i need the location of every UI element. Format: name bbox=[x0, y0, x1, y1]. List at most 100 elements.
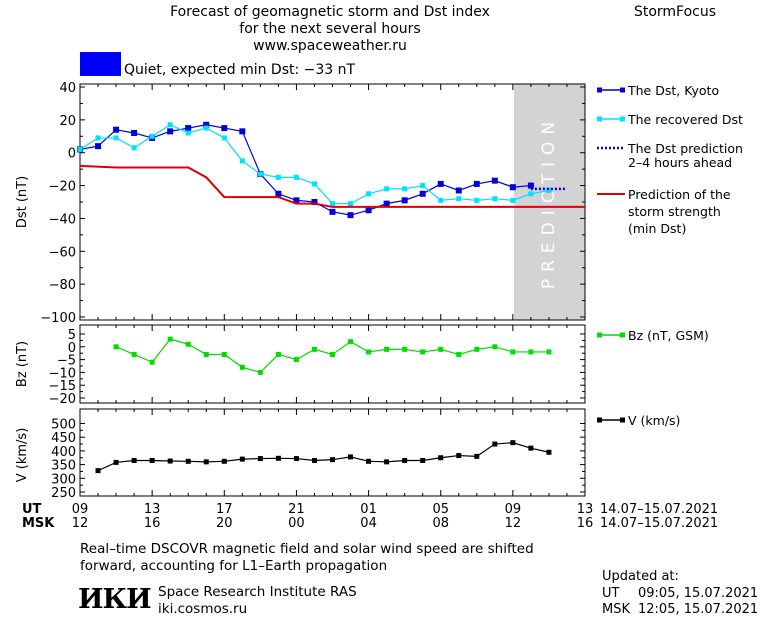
data-point-bz-nt-gsm bbox=[528, 349, 534, 355]
data-point-the-dst-kyoto bbox=[275, 190, 282, 197]
data-point-the-recovered-dst bbox=[456, 196, 462, 202]
legend-dst-recovered-glyph bbox=[597, 116, 625, 122]
y-tick-label: 350 bbox=[51, 459, 76, 474]
data-point-v-km-s bbox=[113, 459, 119, 465]
data-point-bz-nt-gsm bbox=[149, 359, 155, 365]
data-point-the-recovered-dst bbox=[185, 130, 191, 136]
data-point-the-recovered-dst bbox=[330, 201, 335, 207]
data-point-bz-nt-gsm bbox=[510, 349, 516, 355]
data-point-bz-nt-gsm bbox=[546, 349, 552, 355]
data-point-the-dst-kyoto bbox=[491, 177, 498, 184]
y-tick-label: 250 bbox=[51, 486, 76, 501]
data-point-v-km-s bbox=[546, 449, 552, 455]
bz-panel-frame bbox=[79, 324, 586, 404]
y-tick-label: −60 bbox=[49, 245, 76, 260]
data-point-bz-nt-gsm bbox=[348, 339, 354, 345]
data-point-the-dst-kyoto bbox=[455, 187, 462, 194]
y-tick-label: −40 bbox=[49, 212, 76, 227]
data-point-bz-nt-gsm bbox=[420, 349, 426, 355]
y-tick-label: 20 bbox=[59, 114, 76, 129]
x-tick-label-ut: 01 bbox=[360, 502, 377, 517]
brand-label: StormFocus bbox=[633, 4, 717, 20]
y-tick-label: 450 bbox=[51, 431, 76, 446]
data-point-bz-nt-gsm bbox=[402, 346, 408, 352]
data-point-v-km-s bbox=[149, 457, 155, 463]
data-point-the-recovered-dst bbox=[348, 201, 354, 207]
data-point-v-km-s bbox=[95, 468, 101, 474]
data-point-v-km-s bbox=[384, 459, 390, 465]
data-point-v-km-s bbox=[402, 457, 408, 463]
data-point-bz-nt-gsm bbox=[456, 351, 462, 357]
y-tick-label: −20 bbox=[49, 180, 76, 195]
legend-storm-line1: Prediction of the bbox=[628, 187, 731, 202]
data-point-the-recovered-dst bbox=[239, 158, 245, 164]
y-tick-label: −15 bbox=[49, 379, 76, 394]
legend-dst-kyoto-glyph bbox=[597, 87, 625, 93]
status-text: Quiet, expected min Dst: −33 nT bbox=[124, 62, 356, 78]
data-point-the-recovered-dst bbox=[149, 133, 155, 139]
data-point-the-recovered-dst bbox=[257, 171, 263, 177]
y-axis-label: V (km/s) bbox=[15, 428, 30, 483]
footer-note-line2: forward, accounting for L1–Earth propaga… bbox=[80, 558, 388, 574]
y-tick-label: −10 bbox=[49, 366, 76, 381]
data-point-v-km-s bbox=[311, 457, 317, 463]
y-tick-label: 400 bbox=[51, 445, 76, 460]
data-point-the-dst-kyoto bbox=[293, 197, 300, 204]
data-point-v-km-s bbox=[257, 456, 263, 462]
x-tick-label-msk: 04 bbox=[360, 516, 377, 531]
updated-msk-label: MSK bbox=[602, 602, 630, 617]
updated-msk: 12:05, 15.07.2021 bbox=[638, 602, 759, 617]
data-point-the-dst-kyoto bbox=[383, 200, 390, 207]
x-tick-label-msk: 12 bbox=[505, 516, 522, 531]
data-point-the-recovered-dst bbox=[510, 197, 516, 203]
data-point-v-km-s bbox=[510, 440, 516, 446]
x-tick-label-ut: 09 bbox=[72, 502, 89, 517]
data-point-bz-nt-gsm bbox=[330, 351, 335, 357]
y-tick-label: −80 bbox=[49, 278, 76, 293]
data-point-the-recovered-dst bbox=[203, 125, 209, 131]
legend-dst-prediction-line2: 2–4 hours ahead bbox=[628, 155, 733, 170]
data-point-bz-nt-gsm bbox=[185, 341, 191, 347]
y-tick-label: 40 bbox=[59, 81, 76, 96]
data-point-the-dst-kyoto bbox=[131, 130, 138, 136]
chart-title-line1: Forecast of geomagnetic storm and Dst in… bbox=[170, 4, 490, 20]
updated-label: Updated at: bbox=[602, 569, 679, 584]
x-tick-label-ut: 13 bbox=[577, 502, 594, 517]
updated-ut: 09:05, 15.07.2021 bbox=[638, 586, 759, 601]
legend-bz-glyph bbox=[597, 332, 625, 338]
data-point-v-km-s bbox=[438, 455, 444, 461]
data-point-bz-nt-gsm bbox=[366, 349, 372, 355]
data-point-the-dst-kyoto bbox=[437, 180, 444, 187]
y-axis-label: Dst (nT) bbox=[15, 176, 30, 228]
legend-dst-recovered: The recovered Dst bbox=[628, 112, 743, 127]
data-point-v-km-s bbox=[293, 456, 299, 462]
y-tick-label: 500 bbox=[51, 417, 76, 432]
data-point-the-recovered-dst bbox=[420, 183, 426, 189]
y-tick-label: 0 bbox=[68, 341, 76, 356]
legend-storm-line2: storm strength bbox=[628, 204, 721, 219]
data-point-bz-nt-gsm bbox=[384, 346, 390, 352]
data-point-the-dst-kyoto bbox=[419, 190, 426, 197]
data-point-the-recovered-dst bbox=[77, 146, 83, 152]
legend-speed-glyph bbox=[597, 417, 625, 423]
data-point-v-km-s bbox=[185, 458, 191, 464]
data-point-bz-nt-gsm bbox=[275, 351, 281, 357]
data-point-v-km-s bbox=[492, 441, 498, 447]
data-point-v-km-s bbox=[275, 455, 281, 461]
data-point-the-recovered-dst bbox=[293, 174, 299, 180]
x-tick-label-msk: 16 bbox=[144, 516, 161, 531]
y-tick-label: 300 bbox=[51, 472, 76, 487]
data-point-the-recovered-dst bbox=[438, 197, 444, 203]
series-line-prediction-of-the-storm-strength-min-dst bbox=[79, 164, 585, 208]
data-point-bz-nt-gsm bbox=[474, 346, 480, 352]
msk-date-range: 14.07–15.07.2021 bbox=[600, 516, 719, 531]
data-point-the-recovered-dst bbox=[113, 135, 119, 141]
data-point-the-recovered-dst bbox=[402, 186, 408, 192]
data-point-bz-nt-gsm bbox=[239, 364, 245, 370]
data-point-the-recovered-dst bbox=[275, 174, 281, 180]
x-tick-label-ut: 13 bbox=[144, 502, 161, 517]
data-point-bz-nt-gsm bbox=[221, 351, 227, 357]
data-point-v-km-s bbox=[131, 457, 137, 463]
data-point-v-km-s bbox=[330, 457, 335, 463]
data-point-the-dst-kyoto bbox=[329, 208, 336, 215]
